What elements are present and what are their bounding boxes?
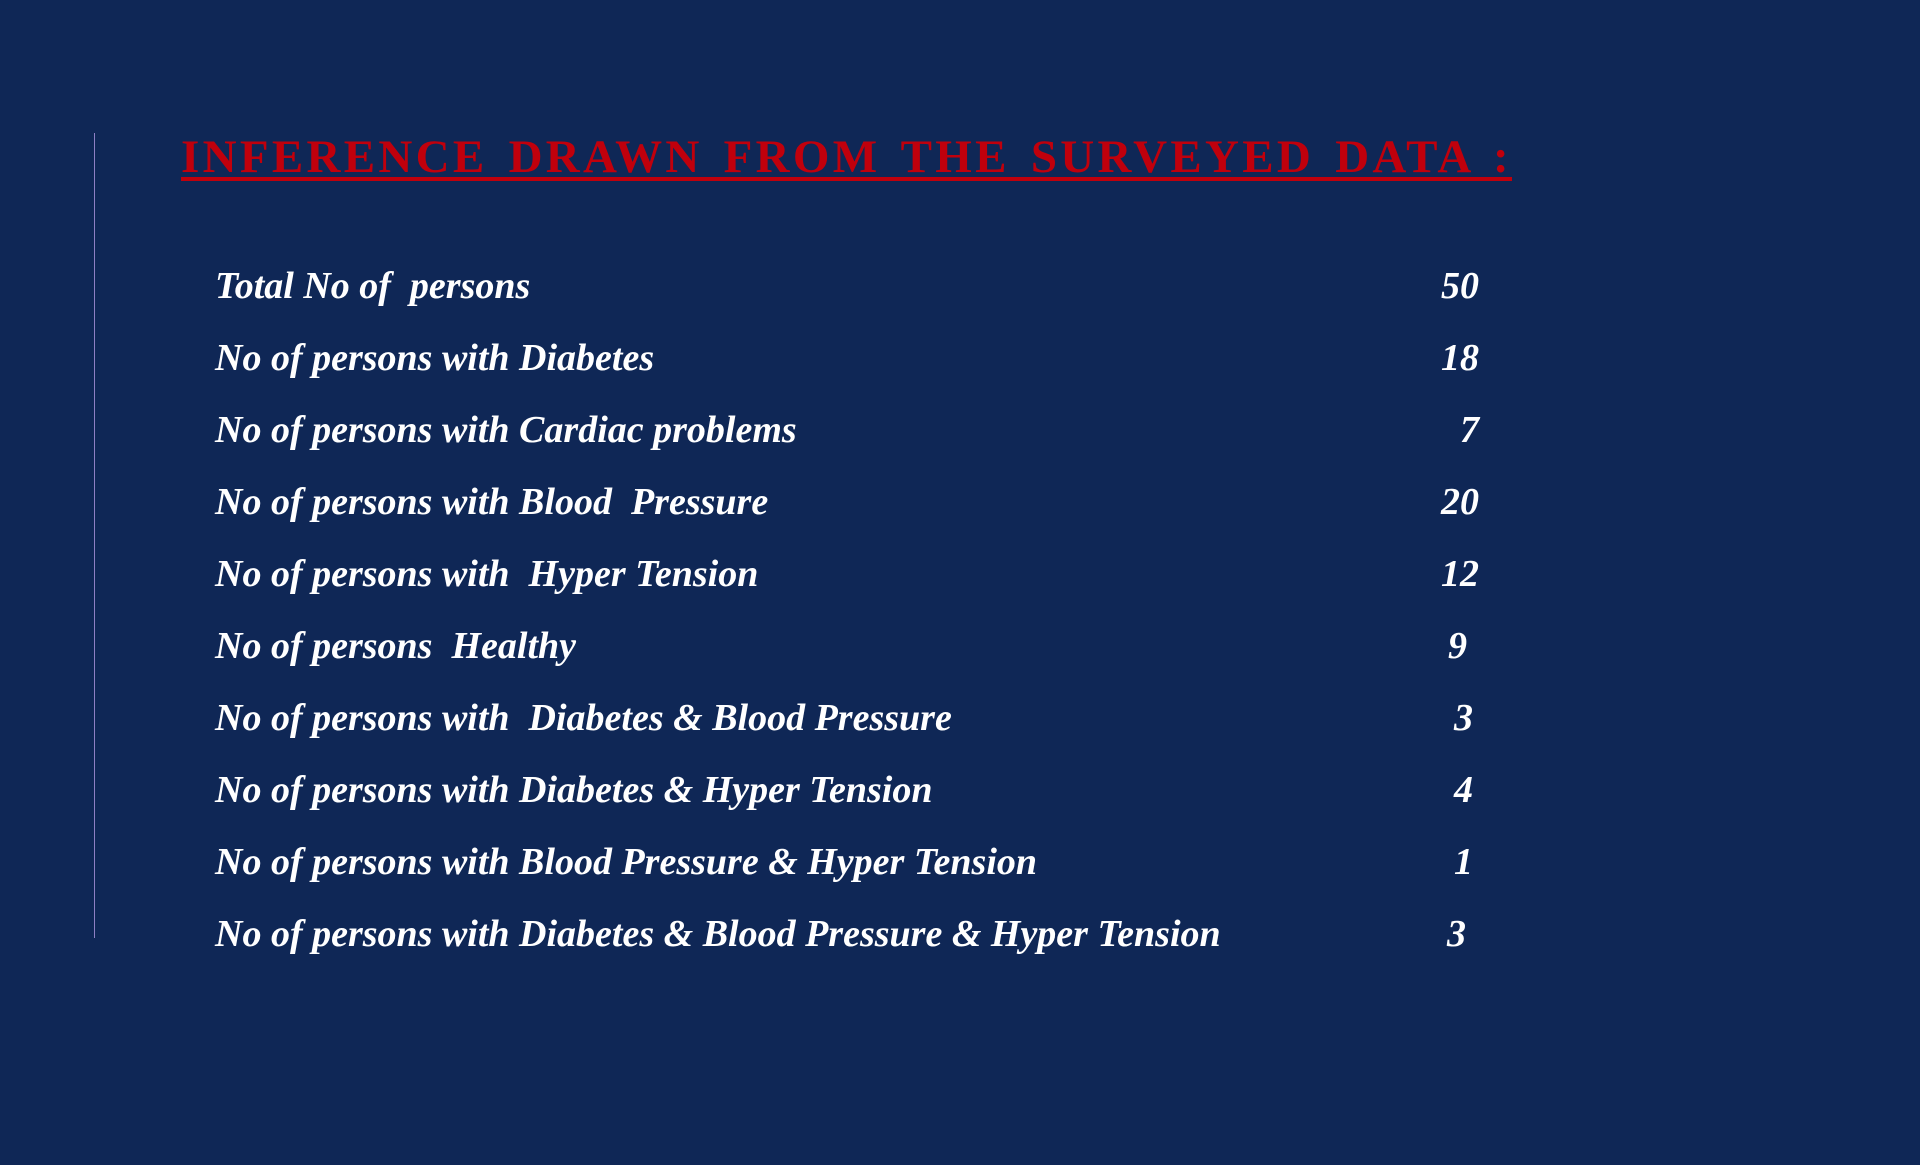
stat-label: No of persons with Blood Pressure & Hype… (215, 841, 1038, 883)
stat-value: 20 (1441, 481, 1479, 523)
stat-value: 18 (1441, 337, 1479, 379)
survey-stats-list: Total No of persons 50 No of persons wit… (215, 253, 1505, 973)
stat-value: 12 (1441, 553, 1479, 595)
stat-row-total-persons: Total No of persons 50 (215, 253, 1505, 325)
stat-label: No of persons Healthy (215, 625, 576, 667)
page-title: INFERENCE DRAWN FROM THE SURVEYED DATA : (181, 131, 1512, 183)
stat-row-cardiac: No of persons with Cardiac problems 7 (215, 397, 1505, 469)
stat-value: 7 (1460, 409, 1479, 451)
stat-label: No of persons with Blood Pressure (215, 481, 769, 523)
stat-label: No of persons with Cardiac problems (215, 409, 797, 451)
stat-row-healthy: No of persons Healthy 9 (215, 613, 1505, 685)
stat-value: 4 (1454, 769, 1473, 811)
stat-label: No of persons with Diabetes & Blood Pres… (215, 697, 952, 739)
stat-row-diabetes-blood-pressure: No of persons with Diabetes & Blood Pres… (215, 685, 1505, 757)
stat-value: 50 (1441, 265, 1479, 307)
stat-value: 3 (1447, 913, 1466, 955)
stat-label: No of persons with Diabetes & Hyper Tens… (215, 769, 933, 811)
stat-row-hyper-tension: No of persons with Hyper Tension 12 (215, 541, 1505, 613)
stat-label: No of persons with Diabetes & Blood Pres… (215, 913, 1221, 955)
stat-label: No of persons with Diabetes (215, 337, 655, 379)
stat-row-blood-pressure: No of persons with Blood Pressure 20 (215, 469, 1505, 541)
accent-divider-line (94, 133, 95, 938)
stat-row-diabetes-blood-pressure-hyper-tension: No of persons with Diabetes & Blood Pres… (215, 901, 1505, 973)
stat-label: Total No of persons (215, 265, 531, 307)
stat-row-diabetes: No of persons with Diabetes 18 (215, 325, 1505, 397)
stat-value: 3 (1454, 697, 1473, 739)
stat-value: 9 (1448, 625, 1467, 667)
stat-row-blood-pressure-hyper-tension: No of persons with Blood Pressure & Hype… (215, 829, 1505, 901)
stat-value: 1 (1454, 841, 1473, 883)
stat-row-diabetes-hyper-tension: No of persons with Diabetes & Hyper Tens… (215, 757, 1505, 829)
stat-label: No of persons with Hyper Tension (215, 553, 759, 595)
